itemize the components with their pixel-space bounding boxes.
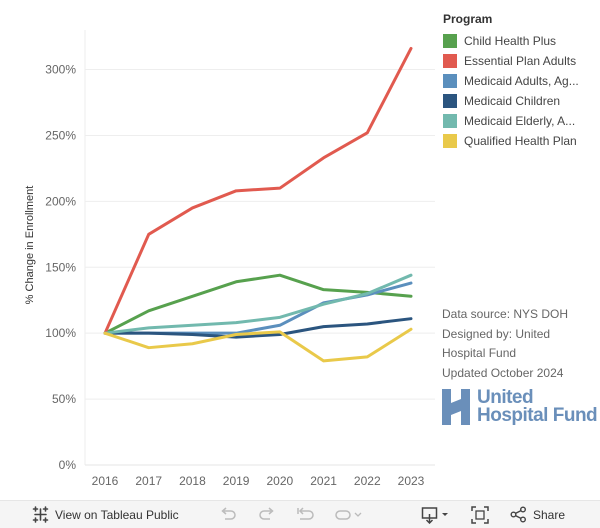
legend-swatch — [443, 134, 457, 148]
chart: 0%50%100%150%200%250%300% 2016 2017 2018 20… — [24, 30, 435, 488]
legend-label: Medicaid Children — [464, 94, 561, 108]
pause-icon — [335, 507, 363, 523]
x-tick-label: 2020 — [267, 474, 294, 488]
designed-by-note: Designed by: United — [442, 326, 551, 341]
gridlines — [85, 69, 435, 400]
uhf-logo-mark-icon — [442, 389, 470, 425]
undo-button[interactable] — [219, 501, 237, 528]
legend-label: Qualified Health Plan — [464, 134, 577, 148]
designed-by-note-cont: Hospital Fund — [442, 346, 517, 360]
y-tick-label: 150% — [45, 260, 76, 274]
y-tick-label: 0% — [59, 458, 77, 472]
legend-swatch — [443, 74, 457, 88]
legend-label: Essential Plan Adults — [464, 54, 577, 68]
x-tick-label: 2021 — [310, 474, 337, 488]
x-tick-label: 2016 — [92, 474, 119, 488]
series-line[interactable] — [103, 281, 413, 335]
legend-swatch — [443, 34, 457, 48]
legend-label: Child Health Plus — [464, 34, 557, 48]
y-tick-label: 100% — [45, 326, 76, 340]
y-tick-label: 200% — [45, 194, 76, 208]
tableau-toolbar: View on Tableau Public Share — [0, 500, 600, 528]
legend-item-medicaid-adults[interactable]: Medicaid Adults, Ag... — [443, 71, 593, 91]
source-notes: Data source: NYS DOH Designed by: United… — [442, 305, 568, 383]
legend-swatch — [443, 114, 457, 128]
view-on-tableau-public-link[interactable]: View on Tableau Public — [32, 501, 179, 528]
redo-icon — [258, 506, 276, 523]
legend-item-child-health-plus[interactable]: Child Health Plus — [443, 31, 593, 51]
series-line[interactable] — [103, 327, 413, 363]
x-tick-label: 2019 — [223, 474, 250, 488]
download-icon — [421, 506, 451, 524]
x-tick-labels: 2016 2017 2018 2019 2020 2021 2022 2023 — [92, 474, 425, 488]
x-tick-label: 2022 — [354, 474, 381, 488]
data-source-note: Data source: NYS DOH — [442, 307, 569, 321]
series-line[interactable] — [103, 273, 413, 335]
logo-line-2: Hospital Fund — [477, 405, 598, 426]
fullscreen-icon — [471, 505, 489, 524]
pause-updates-button[interactable] — [335, 501, 363, 528]
redo-button[interactable] — [258, 501, 276, 528]
series-line[interactable] — [103, 273, 413, 335]
legend-label: Medicaid Elderly, A... — [464, 114, 576, 128]
x-tick-label: 2023 — [398, 474, 425, 488]
legend-item-medicaid-elderly[interactable]: Medicaid Elderly, A... — [443, 111, 593, 131]
series-lines — [103, 46, 413, 363]
view-on-tableau-label: View on Tableau Public — [55, 507, 179, 522]
legend-swatch — [443, 94, 457, 108]
share-button[interactable]: Share — [510, 501, 565, 528]
revert-icon — [296, 506, 314, 523]
legend: Program Child Health Plus Essential Plan… — [443, 12, 593, 151]
y-tick-label: 300% — [45, 63, 76, 77]
legend-swatch — [443, 54, 457, 68]
legend-item-qualified-health-plan[interactable]: Qualified Health Plan — [443, 131, 593, 151]
y-tick-label: 50% — [52, 392, 76, 406]
revert-button[interactable] — [296, 501, 314, 528]
x-tick-label: 2018 — [179, 474, 206, 488]
united-hospital-fund-logo: United Hospital Fund — [442, 387, 598, 426]
legend-item-essential-plan-adults[interactable]: Essential Plan Adults — [443, 51, 593, 71]
logo-line-1: United — [477, 387, 534, 408]
download-button[interactable] — [421, 501, 451, 528]
share-label: Share — [533, 507, 566, 522]
fullscreen-button[interactable] — [471, 501, 489, 528]
y-tick-labels: 0% 50% 100% 150% 200% 250% 300% — [45, 63, 76, 472]
share-icon — [510, 506, 527, 523]
series-line[interactable] — [103, 317, 413, 339]
undo-icon — [219, 506, 237, 523]
y-tick-label: 250% — [45, 128, 76, 142]
updated-note: Updated October 2024 — [442, 365, 564, 380]
legend-item-medicaid-children[interactable]: Medicaid Children — [443, 91, 593, 111]
x-tick-label: 2017 — [135, 474, 162, 488]
y-axis-label: % Change in Enrollment — [24, 186, 36, 305]
logo-wordmark: United Hospital Fund — [477, 387, 598, 426]
legend-label: Medicaid Adults, Ag... — [464, 74, 579, 88]
series-line[interactable] — [103, 46, 413, 335]
tableau-icon — [32, 506, 49, 523]
legend-title: Program — [443, 12, 493, 26]
